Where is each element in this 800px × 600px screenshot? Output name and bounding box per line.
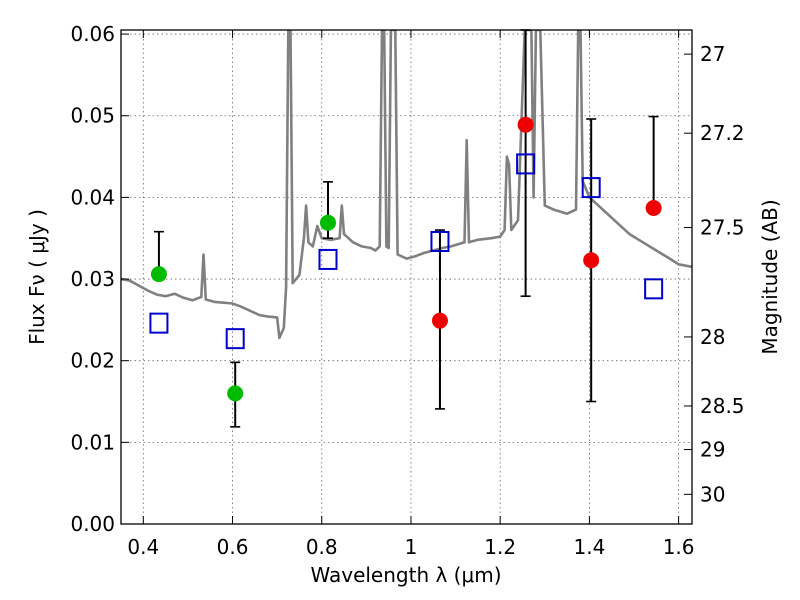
right-tick-label: 27.2 xyxy=(700,121,745,145)
model-square xyxy=(516,153,536,175)
x-axis-label: Wavelength λ (μm) xyxy=(310,563,501,587)
y-tick-label: 0.02 xyxy=(70,349,115,373)
ticks xyxy=(121,30,692,525)
observed-red-point xyxy=(431,312,448,329)
x-tick-label: 1.4 xyxy=(573,535,605,559)
model-square xyxy=(430,230,450,252)
tick-labels: 0.4 0.6 0.8 1 1.2 1.4 1.6 0.00 0.01 0.02 0.03 0.04 0… xyxy=(70,22,744,559)
y-tick-label: 0.05 xyxy=(70,104,115,128)
x-tick-label: 0.6 xyxy=(217,535,249,559)
right-tick-label: 28 xyxy=(700,325,725,349)
x-tick-label: 1 xyxy=(405,535,418,559)
observed-red-point xyxy=(517,116,534,133)
model-square xyxy=(318,248,338,270)
data-area xyxy=(121,30,692,340)
model-square xyxy=(149,312,169,334)
right-tick-label: 30 xyxy=(700,482,725,506)
x-tick-label: 1.2 xyxy=(484,535,516,559)
observed-green-point xyxy=(319,214,336,231)
y-tick-label: 0.03 xyxy=(70,267,115,291)
spectrum-line xyxy=(121,30,692,340)
right-tick-label: 27 xyxy=(700,42,725,66)
plot-frame xyxy=(120,29,693,525)
y-tick-label: 0.00 xyxy=(70,512,115,536)
y-tick-label: 0.06 xyxy=(70,22,115,46)
y-axis-right-label: Magnitude (AB) xyxy=(758,199,782,354)
right-tick-label: 28.5 xyxy=(700,394,745,418)
y-axis-label: Flux Fν ( μJy ) xyxy=(25,209,49,345)
right-tick-label: 29 xyxy=(700,438,725,462)
model-square xyxy=(225,328,245,350)
observed-green-point xyxy=(150,266,167,283)
y-tick-label: 0.04 xyxy=(70,185,115,209)
model-square xyxy=(644,278,664,300)
markers xyxy=(149,116,664,402)
x-tick-label: 1.6 xyxy=(663,535,695,559)
observed-green-point xyxy=(227,385,244,402)
x-tick-label: 0.8 xyxy=(306,535,338,559)
observed-red-point xyxy=(583,252,600,269)
observed-red-point xyxy=(645,200,662,217)
right-tick-label: 27.5 xyxy=(700,216,745,240)
model-square xyxy=(581,177,601,199)
y-tick-label: 0.01 xyxy=(70,430,115,454)
x-tick-label: 0.4 xyxy=(127,535,159,559)
